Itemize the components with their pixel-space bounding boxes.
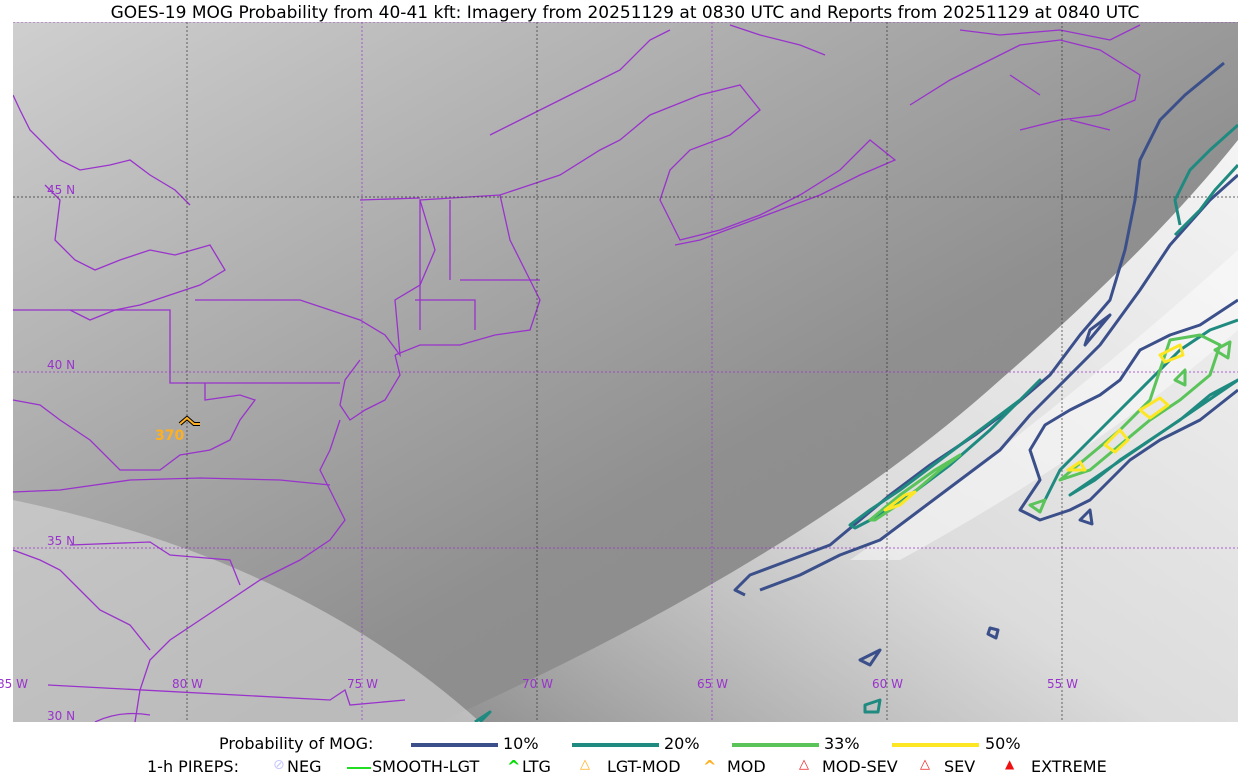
legend-50pct: 50% [985, 734, 1021, 753]
probability-legend: Probability of MOG: 10% 20% 33% 50% [0, 734, 1250, 754]
legend-mod-sev: MOD-SEV [822, 757, 898, 776]
swatch-10pct [411, 743, 498, 747]
svg-text:75 W: 75 W [347, 677, 378, 691]
pirep-legend-title: 1-h PIREPS: [147, 757, 239, 776]
mod-sev-icon: △ [799, 757, 809, 772]
sev-icon: △ [920, 757, 930, 772]
contour-33pct [868, 333, 1232, 522]
lgt-mod-icon: △ [580, 757, 590, 772]
neg-icon: ⊘ [273, 757, 285, 773]
svg-text:55 W: 55 W [1047, 677, 1078, 691]
legend-10pct: 10% [503, 734, 539, 753]
extreme-icon: ▲ [1005, 757, 1015, 771]
svg-text:70 W: 70 W [522, 677, 553, 691]
legend-neg: NEG [287, 757, 322, 776]
pirep-lgt-mod-marker[interactable] [178, 415, 200, 426]
svg-text:65 W: 65 W [697, 677, 728, 691]
ltg-icon: ^ [507, 757, 521, 776]
chart-title: GOES-19 MOG Probability from 40-41 kft: … [110, 3, 1140, 23]
contour-20pct [474, 123, 1238, 722]
contour-50pct [883, 343, 1185, 512]
svg-text:80 W: 80 W [172, 677, 203, 691]
legend-mod: MOD [727, 757, 766, 776]
legend-lgt-mod: LGT-MOD [607, 757, 681, 776]
svg-text:45 N: 45 N [47, 183, 75, 197]
pirep-altitude-label: 370 [155, 428, 184, 444]
svg-text:85 W: 85 W [0, 677, 28, 691]
svg-text:30 N: 30 N [47, 709, 75, 723]
legend-extreme: EXTREME [1031, 757, 1107, 776]
probability-legend-title: Probability of MOG: [219, 734, 374, 753]
legend-smooth-lgt: SMOOTH-LGT [372, 757, 480, 776]
mog-probability-contours [474, 61, 1238, 722]
svg-text:60 W: 60 W [872, 677, 903, 691]
svg-text:35 N: 35 N [47, 534, 75, 548]
legend-20pct: 20% [664, 734, 700, 753]
smooth-lgt-icon [347, 767, 371, 769]
pirep-legend: 1-h PIREPS: ⊘ NEG SMOOTH-LGT ^ LTG △ LGT… [0, 757, 1250, 777]
svg-text:40 N: 40 N [47, 358, 75, 372]
grid-labels: 45 N 40 N 35 N 30 N 85 W 80 W 75 W 70 W … [0, 183, 1078, 723]
legend-ltg: LTG [522, 757, 551, 776]
cloud-band [440, 140, 1238, 722]
swatch-50pct [892, 743, 979, 747]
mod-icon: ^ [703, 757, 717, 776]
legend-sev: SEV [944, 757, 976, 776]
legend-33pct: 33% [824, 734, 860, 753]
swatch-33pct [732, 743, 819, 747]
contour-10pct-inner [759, 173, 1238, 592]
swatch-20pct [572, 743, 659, 747]
